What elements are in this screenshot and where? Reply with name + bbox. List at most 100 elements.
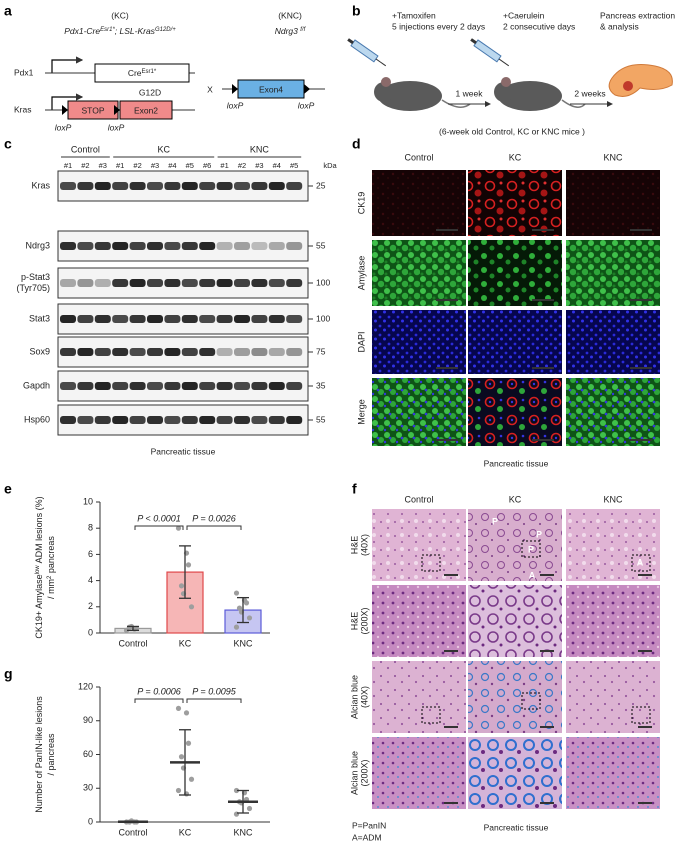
zoom-box [631, 554, 651, 572]
step-label: +Caerulein [503, 10, 545, 20]
blot-band [199, 242, 216, 250]
loxp-label: loxP [298, 100, 315, 110]
blot-band [268, 348, 285, 356]
blot-band [199, 416, 216, 424]
footer: Pancreatic tissue [151, 446, 216, 456]
blot-band [112, 279, 129, 287]
blot-band [251, 182, 268, 190]
data-point [123, 627, 130, 633]
blot-band [251, 416, 268, 424]
protein-label: (Tyr705) [16, 283, 50, 293]
micrograph [372, 737, 466, 809]
x-tick-label: KNC [233, 638, 253, 648]
data-point [236, 605, 243, 611]
blot-band [234, 242, 250, 250]
micrograph [372, 661, 466, 733]
step-label: +Tamoxifen [392, 10, 436, 20]
blot-band [251, 382, 268, 390]
lane-label: #2 [133, 161, 141, 170]
blot-band [77, 348, 94, 356]
blot-band [234, 348, 250, 356]
x-tick-label: KNC [233, 827, 253, 837]
blot-band [181, 242, 198, 250]
text-part: 2 [47, 575, 53, 579]
blot-band [286, 315, 303, 323]
blot-band [112, 348, 129, 356]
text-part: Esr1* [142, 69, 157, 75]
data-point [183, 710, 190, 716]
blot-band [216, 348, 233, 356]
lane-label: #6 [203, 161, 211, 170]
blot-band [164, 416, 181, 424]
text-part: Number of PanIN-like lesions [34, 696, 44, 813]
zoom-box [421, 554, 441, 572]
micrograph [566, 310, 660, 374]
column-label: Control [404, 494, 433, 504]
blot-band [251, 315, 268, 323]
micrograph [372, 509, 466, 581]
blot-band [286, 382, 303, 390]
protein-label: Kras [31, 180, 50, 190]
micrograph [566, 509, 660, 581]
x-tick-label: KC [179, 827, 192, 837]
y-tick-label: 8 [88, 523, 93, 533]
blot-band [216, 182, 233, 190]
blot-band [147, 242, 163, 250]
y-tick-label: 30 [83, 783, 93, 793]
blot-band [199, 348, 216, 356]
text-part: f/f [300, 27, 306, 33]
blot-band [251, 348, 268, 356]
blot-band [199, 315, 216, 323]
data-point [175, 705, 182, 711]
group-label: KC [157, 144, 170, 154]
note: (6-week old Control, KC or KNC mice ) [439, 126, 585, 136]
legend-entry: A=ADM [352, 832, 382, 842]
blot-band [94, 382, 111, 390]
blot-band [77, 315, 94, 323]
blot-band [147, 382, 163, 390]
blot-band [164, 182, 181, 190]
panel-label: e [4, 481, 12, 497]
text-part: ADM lesions (%) [34, 496, 44, 565]
construct-diagram [45, 56, 325, 120]
blot-band [181, 348, 198, 356]
p-value: P < 0.0001 [137, 513, 180, 523]
data-point [175, 787, 182, 794]
kda-label: 35 [316, 380, 326, 390]
text-part: / mm [46, 579, 56, 599]
data-point [178, 754, 185, 760]
blot-band [268, 279, 285, 287]
y-tick-label: 4 [88, 575, 93, 585]
blot-band [234, 279, 250, 287]
blot-band [164, 279, 181, 287]
blot-band [147, 348, 163, 356]
blot-band [181, 382, 198, 390]
text-part: G12D/+ [155, 27, 176, 33]
micrograph [468, 509, 562, 581]
protein-label: Stat3 [29, 313, 50, 323]
blot-band [60, 348, 76, 356]
loxp-label: loxP [227, 100, 244, 110]
blot-band [268, 315, 285, 323]
blot-band [129, 382, 146, 390]
blot-band [94, 416, 111, 424]
blot-band [77, 182, 94, 190]
blot-band [112, 382, 129, 390]
p-value: P = 0.0026 [192, 513, 235, 523]
significance-bracket [186, 525, 242, 530]
blot-band [216, 416, 233, 424]
blot-band [60, 242, 76, 250]
data-point [133, 625, 140, 632]
micrograph [468, 661, 562, 733]
data-point [188, 604, 195, 610]
blot-band [147, 416, 163, 424]
blot-band [94, 182, 111, 190]
text-part: Esr1* [100, 27, 115, 33]
step-label: & analysis [600, 21, 639, 31]
kda-label: 75 [316, 346, 326, 356]
x-tick-label: KC [179, 638, 192, 648]
text-part: CK19+ Amylase [34, 574, 44, 638]
blot-band [147, 279, 163, 287]
cross-label: X [207, 84, 213, 94]
